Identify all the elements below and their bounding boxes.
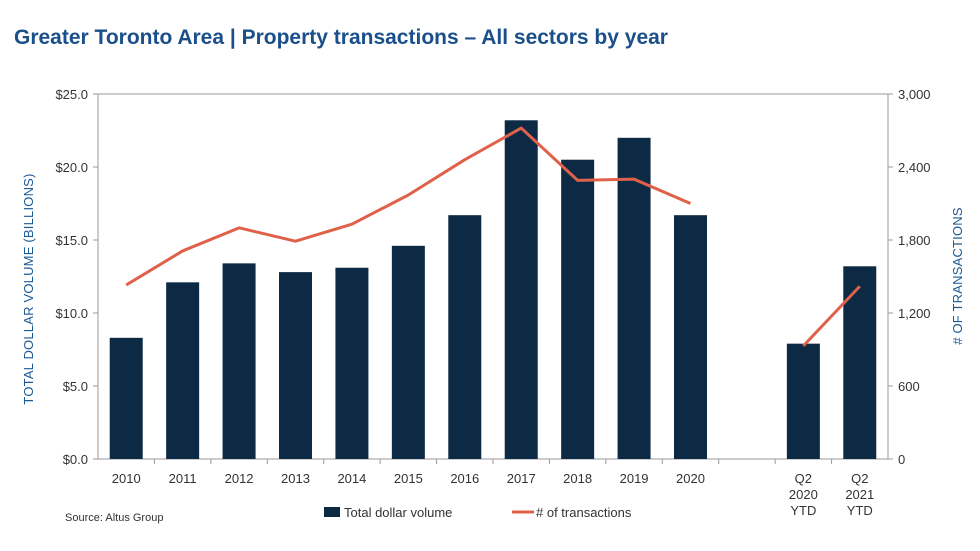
line-series [125,126,861,347]
bar-7 [504,120,538,459]
x-tick-label: 2015 [394,471,423,486]
x-tick-label: 2010 [112,471,141,486]
bar-4 [335,267,369,459]
bar-12 [786,343,820,459]
x-tick-label: 2011 [169,471,197,486]
y-axis-right-label: # OF TRANSACTIONS [950,207,965,345]
chart-title: Greater Toronto Area | Property transact… [14,26,668,49]
plot-frame [97,93,889,460]
legend: Total dollar volume # of transactions [324,505,632,520]
axes [93,93,893,464]
x-tick-label: 2020 [676,471,705,486]
bar-8 [561,159,595,459]
y-left-tick-label: $15.0 [55,233,88,248]
transactions-line [802,285,861,347]
x-tick-label: 2018 [563,471,592,486]
x-tick-label: 2012 [225,471,254,486]
x-tick-label: 2013 [281,471,310,486]
legend-bar-swatch [324,507,340,517]
x-tick-label: 2014 [337,471,366,486]
y-right-tick-label: 600 [898,379,920,394]
transactions-line [125,126,692,287]
y-right-tick-label: 3,000 [898,87,931,102]
bar-10 [674,215,707,459]
y-left-tick-label: $10.0 [55,306,88,321]
x-tick-label: Q2 2020 YTD [789,471,818,518]
bar-9 [617,137,651,460]
bar-2 [222,263,256,459]
y-left-tick-label: $25.0 [55,87,88,102]
bar-6 [448,215,482,459]
bar-0 [109,337,143,459]
source-note: Source: Altus Group [65,512,163,524]
x-tick-label: 2017 [507,471,536,486]
y-right-tick-label: 0 [898,452,905,467]
bar-1 [166,282,200,459]
bar-series [109,120,877,460]
bar-5 [391,245,425,459]
y-left-tick-label: $20.0 [55,160,88,175]
y-axis-left-label: TOTAL DOLLAR VOLUME (BILLIONS) [21,173,36,404]
y-left-tick-label: $5.0 [63,379,88,394]
y-left-tick-label: $0.0 [63,452,88,467]
y-right-tick-label: 2,400 [898,160,931,175]
bar-3 [279,272,312,459]
y-right-tick-label: 1,200 [898,306,931,321]
bar-13 [843,266,877,459]
legend-bar-label: Total dollar volume [344,505,452,520]
x-tick-label: 2016 [450,471,479,486]
x-tick-label: 2019 [620,471,649,486]
tick-labels: $0.0 0 $5.0 600 $10.0 1,200 $15.0 1,800 $20.0 2,4… [55,87,930,518]
y-right-tick-label: 1,800 [898,233,931,248]
legend-line-label: # of transactions [536,505,632,520]
x-tick-label: Q2 2021 YTD [845,471,874,518]
